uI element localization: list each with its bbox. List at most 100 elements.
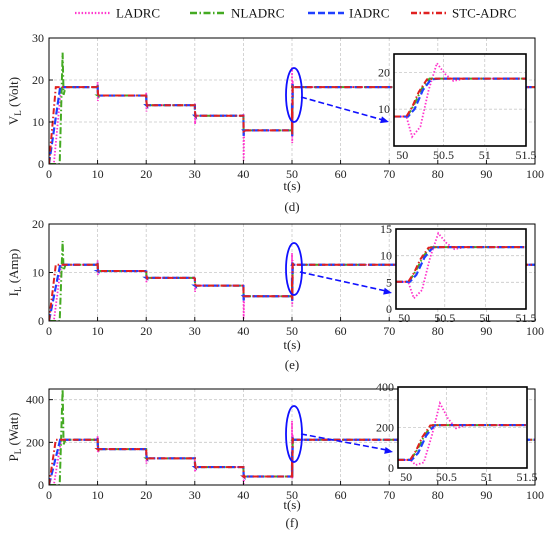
y-tick-label: 200: [26, 435, 44, 449]
inset-x-tick-label: 50.5: [434, 311, 455, 325]
legend-label-2: IADRC: [349, 6, 389, 21]
x-tick-label: 90: [480, 324, 492, 338]
x-tick-label: 20: [140, 167, 152, 181]
y-tick-label: 20: [32, 217, 44, 231]
panel-caption: (d): [284, 199, 299, 214]
inset-x-tick-label: 51: [481, 470, 493, 484]
x-axis-label: t(s): [283, 497, 300, 512]
series-stc-adrc: [49, 262, 535, 321]
x-tick-label: 50: [286, 488, 298, 502]
inset-x-tick-label: 50: [400, 470, 412, 484]
inset-background: [394, 54, 526, 146]
y-axis-label: IL (Amp): [6, 249, 23, 297]
inset-y-tick-label: 5: [386, 275, 392, 289]
zoom-arrowhead: [384, 446, 393, 454]
x-tick-label: 10: [92, 488, 104, 502]
zoom-ellipse: [285, 242, 303, 296]
x-tick-label: 30: [189, 488, 201, 502]
zoom-arrow: [299, 271, 387, 292]
inset-y-tick-label: 0: [386, 302, 392, 316]
panel-f: 0 10 20 30 40 50 60 70 80 90 100 0 200 400 t(s) (f) PL (…: [6, 380, 544, 530]
y-tick-label: 400: [26, 393, 44, 407]
x-tick-label: 40: [237, 167, 249, 181]
x-tick-label: 10: [92, 167, 104, 181]
x-axis-label: t(s): [283, 178, 300, 193]
y-tick-label: 0: [38, 478, 44, 492]
zoom-ellipse: [285, 67, 303, 123]
zoom-arrow: [300, 433, 388, 451]
legend-label-1: NLADRC: [231, 6, 284, 21]
x-tick-label: 0: [46, 324, 52, 338]
inset-frame: [395, 228, 527, 310]
inset-series-stc-adrc: [396, 246, 526, 283]
legend: LADRC NLADRC IADRC STC-ADRC: [75, 6, 516, 21]
y-tick-label: 10: [32, 266, 44, 280]
x-tick-label: 40: [237, 488, 249, 502]
x-tick-label: 90: [480, 167, 492, 181]
inset-frame: [397, 386, 528, 469]
series-layer: [49, 389, 535, 485]
series-layer: [49, 240, 535, 321]
x-tick-label: 80: [432, 488, 444, 502]
x-tick-label: 30: [189, 167, 201, 181]
inset-background: [398, 387, 527, 468]
x-tick-label: 60: [335, 488, 347, 502]
inset-plot: 50 50.5 51 51.5 10 20: [378, 53, 537, 162]
legend-label-0: LADRC: [116, 6, 160, 21]
zoom-arrowhead: [383, 287, 392, 295]
zoom-ellipse: [285, 405, 303, 463]
inset-series-ladrc: [398, 400, 527, 466]
x-tick-label: 70: [383, 488, 395, 502]
x-tick-label: 70: [383, 167, 395, 181]
x-tick-label: 100: [526, 488, 544, 502]
inset-x-tick-label: 50.5: [433, 148, 454, 162]
y-tick-label: 30: [32, 31, 44, 45]
inset-series-ladrc: [394, 61, 526, 139]
x-tick-label: 80: [432, 167, 444, 181]
inset-x-tick-label: 51.5: [516, 148, 537, 162]
x-tick-label: 70: [383, 324, 395, 338]
inset-y-tick-label: 0: [388, 461, 394, 475]
inset-y-tick-label: 10: [380, 249, 392, 263]
x-tick-label: 80: [432, 324, 444, 338]
y-tick-label: 0: [38, 157, 44, 171]
inset-plot: 50 50.5 51 51.5 0 5 10 15: [380, 222, 537, 325]
inset-x-tick-label: 51.5: [516, 311, 537, 325]
panel-d: 0 10 20 30 40 50 60 70 80 90 100 0 10 20 30 t(s) (d) VL (…: [6, 31, 544, 214]
inset-x-tick-label: 51: [479, 311, 491, 325]
y-tick-label: 10: [32, 115, 44, 129]
x-tick-label: 40: [237, 324, 249, 338]
inset-series-layer: [396, 231, 526, 300]
inset-frame: [393, 53, 527, 147]
inset-series-layer: [394, 61, 526, 139]
inset-y-tick-label: 15: [380, 222, 392, 236]
series-stc-adrc: [49, 437, 535, 485]
series-stc-adrc: [49, 84, 535, 164]
inset-series-layer: [398, 400, 527, 466]
x-tick-label: 60: [335, 324, 347, 338]
inset-y-tick-label: 10: [378, 102, 390, 116]
inset-series-stc-adrc: [394, 77, 526, 118]
x-tick-label: 0: [46, 167, 52, 181]
zoom-arrow: [300, 96, 384, 121]
zoom-arrowhead: [380, 116, 389, 124]
x-tick-label: 20: [140, 324, 152, 338]
x-tick-label: 50: [286, 324, 298, 338]
x-tick-label: 30: [189, 324, 201, 338]
y-axis-label: VL (Volt): [6, 77, 23, 125]
inset-plot: 50 50.5 51 51.5 0 200 400: [376, 380, 538, 484]
inset-x-tick-label: 51.5: [517, 470, 538, 484]
series-layer: [49, 52, 535, 164]
panel-caption: (f): [286, 515, 299, 530]
y-tick-label: 20: [32, 73, 44, 87]
x-tick-label: 20: [140, 488, 152, 502]
inset-x-tick-label: 50.5: [436, 470, 457, 484]
legend-label-3: STC-ADRC: [452, 6, 516, 21]
inset-x-tick-label: 51: [479, 148, 491, 162]
inset-x-tick-label: 50: [396, 148, 408, 162]
panel-caption: (e): [285, 357, 299, 372]
inset-y-tick-label: 20: [378, 65, 390, 79]
x-axis-label: t(s): [283, 337, 300, 352]
inset-y-tick-label: 200: [376, 421, 394, 435]
